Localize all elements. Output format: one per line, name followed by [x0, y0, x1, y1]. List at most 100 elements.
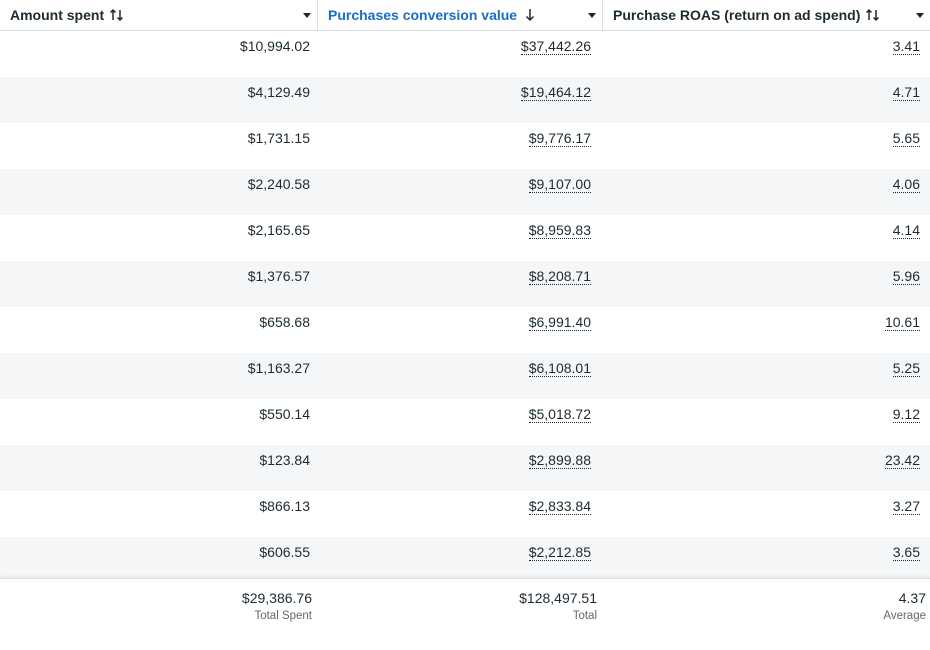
table-row: $1,376.57 $8,208.71 5.96: [0, 261, 930, 307]
roas-value-link[interactable]: 5.25: [892, 360, 920, 377]
column-menu-caret-icon[interactable]: [303, 13, 311, 18]
conversion-value-link[interactable]: $6,108.01: [528, 360, 591, 377]
amount-spent-cell: $550.14: [0, 399, 318, 445]
conversion-value-cell: $2,899.88: [318, 445, 603, 491]
conversion-value-cell: $9,107.00: [318, 169, 603, 215]
roas-value-link[interactable]: 5.65: [892, 130, 920, 147]
amount-spent-value: $1,731.15: [247, 130, 310, 146]
column-header-amount-spent[interactable]: Amount spent: [0, 0, 318, 30]
sort-both-icon[interactable]: [865, 8, 881, 22]
roas-value-link[interactable]: 3.27: [892, 498, 920, 515]
conversion-value-cell: $5,018.72: [318, 399, 603, 445]
conversion-value-link[interactable]: $5,018.72: [528, 406, 591, 423]
conversion-value-link[interactable]: $6,991.40: [528, 314, 591, 331]
average-roas-cell: 4.37 Average: [603, 579, 930, 650]
table-header: Amount spent Purchases conversion value …: [0, 0, 930, 31]
average-roas-value: 4.37: [898, 590, 926, 606]
roas-value-link[interactable]: 4.06: [892, 176, 920, 193]
amount-spent-value: $2,165.65: [247, 222, 310, 238]
amount-spent-cell: $1,731.15: [0, 123, 318, 169]
conversion-value-link[interactable]: $19,464.12: [520, 84, 591, 101]
roas-value-link[interactable]: 5.96: [892, 268, 920, 285]
amount-spent-cell: $10,994.02: [0, 31, 318, 77]
conversion-value-link[interactable]: $8,208.71: [528, 268, 591, 285]
conversion-value-cell: $37,442.26: [318, 31, 603, 77]
table-row: $4,129.49 $19,464.12 4.71: [0, 77, 930, 123]
roas-cell: 3.65: [603, 537, 930, 583]
amount-spent-cell: $606.55: [0, 537, 318, 583]
amount-spent-value: $10,994.02: [239, 38, 310, 54]
sort-descending-icon[interactable]: [522, 8, 538, 22]
amount-spent-cell: $1,163.27: [0, 353, 318, 399]
roas-cell: 4.06: [603, 169, 930, 215]
roas-cell: 4.71: [603, 77, 930, 123]
amount-spent-value: $606.55: [259, 544, 310, 560]
total-spent-value: $29,386.76: [241, 590, 312, 606]
table-row: $606.55 $2,212.85 3.65: [0, 537, 930, 583]
table-body: $10,994.02 $37,442.26 3.41 $4,129.49 $19…: [0, 31, 930, 583]
roas-value-link[interactable]: 4.71: [892, 84, 920, 101]
roas-value-link[interactable]: 23.42: [884, 452, 920, 469]
conversion-value-cell: $19,464.12: [318, 77, 603, 123]
roas-cell: 5.25: [603, 353, 930, 399]
conversion-value-link[interactable]: $9,776.17: [528, 130, 591, 147]
total-value-value: $128,497.51: [519, 590, 597, 606]
amount-spent-value: $658.68: [259, 314, 310, 330]
roas-value-link[interactable]: 10.61: [884, 314, 920, 331]
conversion-value-link[interactable]: $2,833.84: [528, 498, 591, 515]
amount-spent-cell: $123.84: [0, 445, 318, 491]
conversion-value-cell: $8,208.71: [318, 261, 603, 307]
conversion-value-link[interactable]: $2,899.88: [528, 452, 591, 469]
roas-cell: 5.65: [603, 123, 930, 169]
amount-spent-value: $1,163.27: [247, 360, 310, 376]
column-menu-caret-icon[interactable]: [588, 13, 596, 18]
conversion-value-cell: $8,959.83: [318, 215, 603, 261]
amount-spent-value: $2,240.58: [247, 176, 310, 192]
conversion-value-cell: $2,212.85: [318, 537, 603, 583]
column-header-label: Amount spent: [10, 7, 105, 23]
roas-cell: 23.42: [603, 445, 930, 491]
roas-value-link[interactable]: 4.14: [892, 222, 920, 239]
table-row: $550.14 $5,018.72 9.12: [0, 399, 930, 445]
amount-spent-value: $1,376.57: [247, 268, 310, 284]
roas-cell: 9.12: [603, 399, 930, 445]
conversion-value-link[interactable]: $9,107.00: [528, 176, 591, 193]
total-spent-cell: $29,386.76 Total Spent: [0, 579, 318, 650]
total-value-label: Total: [572, 610, 597, 622]
roas-cell: 10.61: [603, 307, 930, 353]
roas-cell: 5.96: [603, 261, 930, 307]
table-row: $10,994.02 $37,442.26 3.41: [0, 31, 930, 77]
amount-spent-value: $4,129.49: [247, 84, 310, 100]
amount-spent-cell: $866.13: [0, 491, 318, 537]
roas-cell: 3.41: [603, 31, 930, 77]
conversion-value-link[interactable]: $2,212.85: [528, 544, 591, 561]
table-row: $1,731.15 $9,776.17 5.65: [0, 123, 930, 169]
conversion-value-cell: $2,833.84: [318, 491, 603, 537]
amount-spent-cell: $2,165.65: [0, 215, 318, 261]
table-row: $123.84 $2,899.88 23.42: [0, 445, 930, 491]
conversion-value-cell: $6,108.01: [318, 353, 603, 399]
amount-spent-value: $123.84: [259, 452, 310, 468]
conversion-value-link[interactable]: $37,442.26: [520, 38, 591, 55]
amount-spent-cell: $2,240.58: [0, 169, 318, 215]
table-row: $1,163.27 $6,108.01 5.25: [0, 353, 930, 399]
column-menu-caret-icon[interactable]: [916, 13, 924, 18]
roas-value-link[interactable]: 3.41: [892, 38, 920, 55]
amount-spent-cell: $658.68: [0, 307, 318, 353]
average-roas-label: Average: [883, 610, 926, 622]
column-header-label: Purchase ROAS (return on ad spend): [613, 7, 861, 23]
table-row: $866.13 $2,833.84 3.27: [0, 491, 930, 537]
column-header-roas[interactable]: Purchase ROAS (return on ad spend): [603, 0, 930, 30]
table-row: $2,240.58 $9,107.00 4.06: [0, 169, 930, 215]
conversion-value-link[interactable]: $8,959.83: [528, 222, 591, 239]
total-value-cell: $128,497.51 Total: [318, 579, 603, 650]
roas-value-link[interactable]: 9.12: [892, 406, 920, 423]
roas-value-link[interactable]: 3.65: [892, 544, 920, 561]
column-header-label: Purchases conversion value: [328, 7, 518, 23]
amount-spent-value: $866.13: [259, 498, 310, 514]
roas-cell: 3.27: [603, 491, 930, 537]
column-header-conversion-value[interactable]: Purchases conversion value: [318, 0, 603, 30]
table-row: $2,165.65 $8,959.83 4.14: [0, 215, 930, 261]
sort-both-icon[interactable]: [109, 8, 125, 22]
